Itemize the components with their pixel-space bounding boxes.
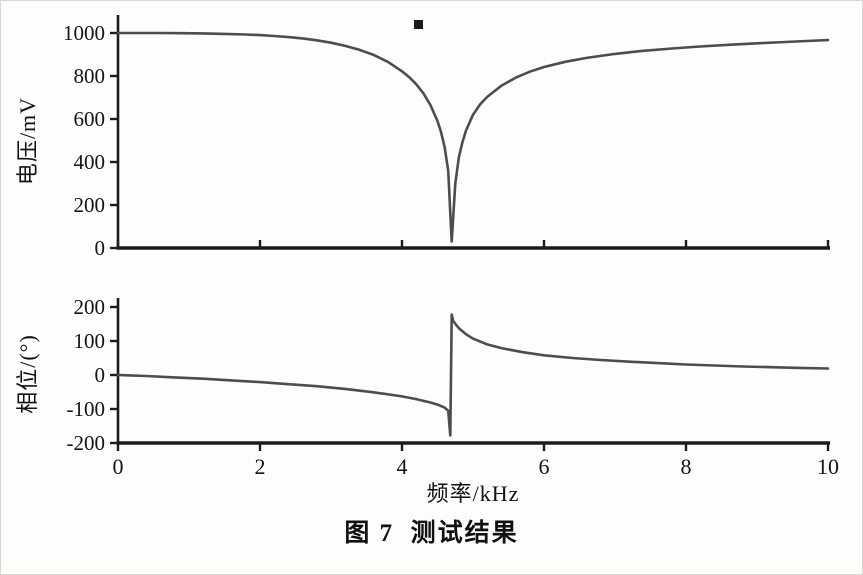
y-tick-label: 0	[95, 236, 106, 260]
voltage-curve	[116, 31, 830, 243]
y-tick-label: 100	[74, 329, 106, 353]
y-tick-label: 400	[74, 150, 106, 174]
phase-axis-label: 相位/(°)	[15, 334, 40, 414]
y-tick-label: 1000	[63, 21, 105, 45]
x-tick-label: 8	[681, 454, 692, 479]
y-tick-label: 600	[74, 107, 106, 131]
phase-curve	[116, 313, 830, 437]
voltage-axis-label: 电压/mV	[15, 96, 40, 186]
y-tick-label: -200	[67, 431, 106, 455]
x-tick-label: 0	[113, 454, 124, 479]
x-tick-label: 2	[255, 454, 266, 479]
y-tick-label: 0	[95, 363, 106, 387]
x-tick-label: 4	[397, 454, 408, 479]
x-tick-label: 6	[539, 454, 550, 479]
x-tick-label: 10	[817, 454, 839, 479]
y-tick-label: 200	[74, 193, 106, 217]
y-tick-label: 800	[74, 64, 106, 88]
figure-caption: 图 7 测试结果	[344, 520, 519, 547]
y-tick-label: 200	[74, 295, 106, 319]
y-tick-label: -100	[67, 397, 106, 421]
frequency-axis-label: 频率/kHz	[426, 481, 520, 506]
scan-artifact-mark	[414, 20, 423, 29]
